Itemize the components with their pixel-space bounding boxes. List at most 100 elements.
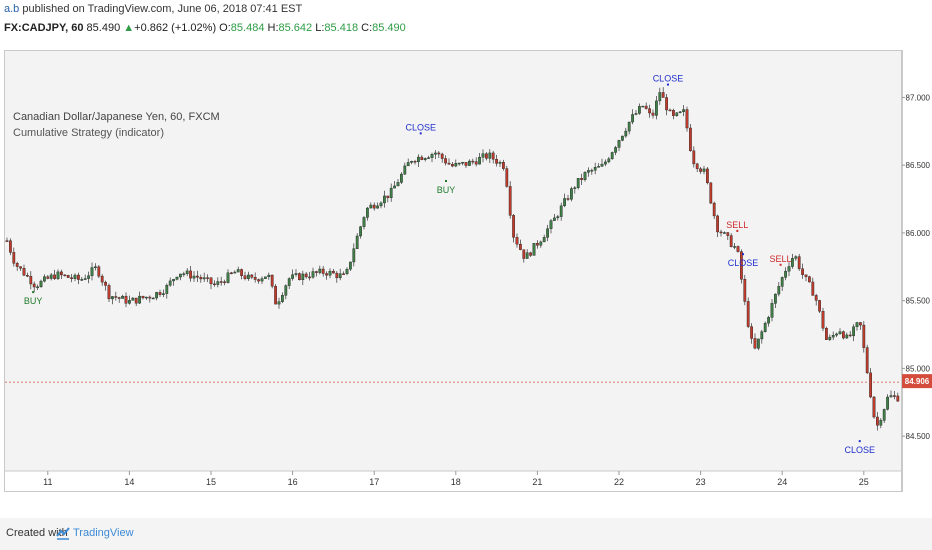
candle (77, 274, 80, 280)
candle (495, 158, 498, 164)
candle (515, 237, 519, 245)
price-chart[interactable]: 11 14 15 16 17 18 21 22 23 24 25 BUY CLOSE BUY CLOSE SE… (5, 51, 902, 492)
candle (185, 270, 189, 274)
indicator-legend: Cumulative Strategy (indicator) (13, 127, 165, 139)
candle (553, 217, 556, 221)
candle (607, 158, 611, 163)
candle (563, 198, 566, 207)
candle (145, 296, 148, 299)
candle (767, 317, 770, 324)
candle (114, 296, 118, 298)
signal-marker (419, 132, 422, 135)
candle (345, 268, 349, 274)
candle (842, 331, 845, 339)
x-tick-label: 17 (369, 477, 379, 487)
candle (70, 277, 73, 279)
candle (471, 160, 475, 163)
signal-label: CLOSE (728, 258, 759, 268)
candle (420, 156, 424, 160)
candle (291, 274, 294, 279)
candle (233, 271, 237, 274)
candle (600, 163, 604, 167)
tradingview-link[interactable]: TradingView (73, 527, 134, 539)
candle (627, 121, 631, 132)
candle (828, 336, 832, 340)
candle (338, 273, 342, 279)
candle (138, 295, 141, 304)
candle (488, 152, 492, 159)
candle (692, 150, 696, 165)
candle (444, 158, 447, 164)
candle (213, 283, 216, 286)
author-link[interactable]: a.b (4, 3, 20, 15)
candle (648, 108, 651, 114)
candle (549, 220, 553, 229)
candle (770, 303, 774, 318)
candle (219, 281, 223, 283)
candle (366, 207, 369, 218)
candle (393, 185, 396, 189)
candle (63, 274, 67, 277)
candle (876, 416, 879, 426)
candle (784, 270, 787, 278)
candle (12, 252, 16, 264)
candle (49, 274, 53, 279)
candle (243, 275, 247, 279)
y-tick-label: 86.500 (906, 161, 931, 170)
candle (209, 277, 213, 285)
candle (413, 161, 417, 163)
candle (542, 237, 546, 243)
candle (437, 152, 441, 155)
candle (162, 293, 165, 295)
candle (862, 324, 866, 348)
candle (168, 280, 172, 286)
chart-area[interactable]: 11 14 15 16 17 18 21 22 23 24 25 BUY CLOSE BUY CLOSE SE… (4, 50, 902, 492)
publish-text: published on TradingView.com, June 06, 2… (19, 3, 303, 15)
candle (763, 322, 767, 332)
candle (226, 272, 230, 283)
y-tick-label: 86.000 (906, 229, 931, 238)
candle (192, 275, 196, 279)
candle (505, 168, 509, 187)
candle (814, 295, 818, 301)
signal-label: BUY (437, 185, 456, 195)
candle (491, 152, 495, 160)
candle (9, 240, 12, 253)
y-tick-label: 85.000 (906, 364, 931, 373)
price-change: +0.862 (+1.02%) (134, 22, 217, 34)
candle (328, 270, 332, 276)
candle (5, 240, 9, 242)
candle (464, 162, 468, 166)
candle (349, 261, 352, 270)
candle (461, 162, 464, 164)
y-tick-label: 85.500 (906, 297, 931, 306)
candle (706, 168, 709, 184)
candle (107, 285, 111, 300)
candle (787, 266, 791, 272)
candle (668, 109, 672, 112)
candle (73, 274, 77, 279)
candle (335, 272, 339, 279)
candle (502, 162, 505, 169)
candle (315, 271, 318, 273)
candle (522, 249, 526, 259)
candle (264, 276, 267, 279)
candle (821, 311, 825, 329)
candle (111, 296, 114, 300)
candle (379, 202, 383, 207)
candle (400, 173, 403, 183)
x-tick-label: 15 (206, 477, 216, 487)
candle (32, 283, 36, 288)
candle (757, 338, 760, 349)
price-axis[interactable]: 84.500 85.000 85.500 86.000 86.500 87.000 84.9… (902, 50, 932, 492)
candle (570, 188, 573, 200)
candle (247, 274, 250, 279)
candle (474, 161, 478, 165)
candle (389, 187, 393, 198)
candle (362, 217, 366, 227)
candle (777, 286, 781, 295)
candle (403, 165, 407, 175)
candle (26, 275, 29, 277)
candle (325, 273, 328, 276)
candle (196, 275, 199, 278)
